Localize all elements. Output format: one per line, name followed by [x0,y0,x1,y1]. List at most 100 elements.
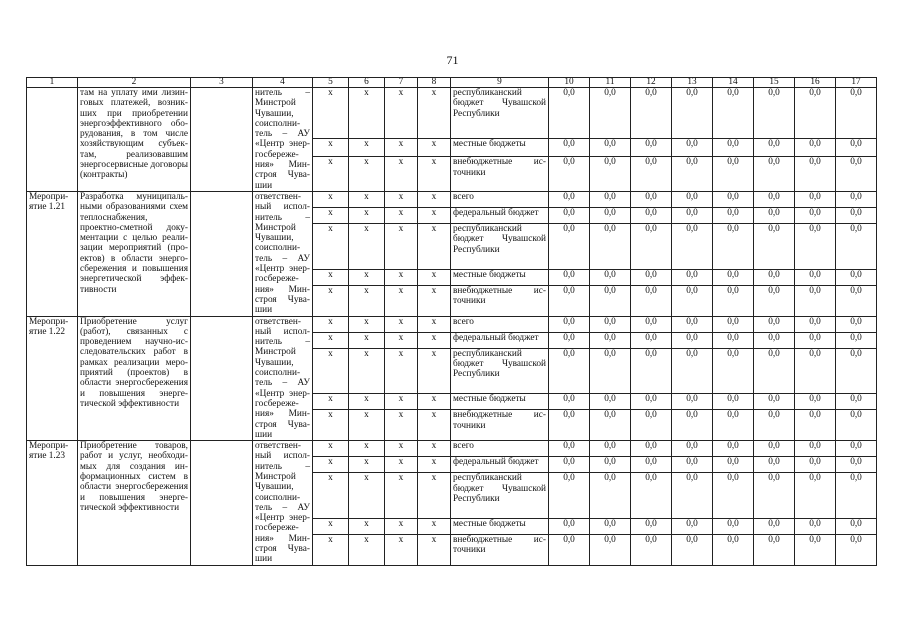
funding-value: 0,0 [630,440,672,458]
funding-value: 0,0 [753,409,795,442]
funding-source: федеральный бюджет [450,456,549,474]
funding-source: местные бюджеты [450,393,549,411]
table-row: x x x x федеральный бюджет 0,0 0,0 0,0 0,0 0,0 0,0… [27,207,877,225]
funding-value: 0,0 [548,268,590,286]
funding-value: 0,0 [589,440,631,458]
funding-value: 0,0 [835,456,877,474]
x-mark: x [348,331,385,349]
funding-value: 0,0 [835,156,877,192]
funding-value: 0,0 [835,86,877,140]
funding-value: 0,0 [835,207,877,225]
x-mark: x [312,533,349,566]
funding-value: 0,0 [671,223,713,270]
funding-source: внебюджетные ис­точники [450,533,549,566]
x-mark: x [348,533,385,566]
funding-value: 0,0 [835,517,877,535]
funding-value: 0,0 [630,347,672,395]
table-row: x x x x местные бюджеты 0,0 0,0 0,0 0,0 0,0 0,0 0,0… [27,138,877,158]
x-mark: x [384,517,418,535]
column-number: 3 [190,77,253,88]
funding-value: 0,0 [589,347,631,395]
funding-value: 0,0 [671,517,713,535]
funding-value: 0,0 [835,190,877,209]
table-row: x x x x внебюджетные ис­точники 0,0 0,0 0,0 0,0 0… [27,533,877,566]
funding-value: 0,0 [630,472,672,519]
funding-value: 0,0 [753,472,795,519]
column-3-cell [190,440,253,566]
funding-value: 0,0 [671,533,713,566]
x-mark: x [417,347,451,395]
x-mark: x [417,156,451,192]
funding-value: 0,0 [712,409,754,442]
funding-value: 0,0 [671,440,713,458]
funding-value: 0,0 [548,284,590,317]
funding-value: 0,0 [548,331,590,349]
funding-value: 0,0 [671,315,713,333]
funding-value: 0,0 [753,284,795,317]
measure-number: Меропри­ятие 1.23 [26,440,78,566]
funding-value: 0,0 [630,456,672,474]
funding-value: 0,0 [630,138,672,158]
column-number: 8 [417,77,451,88]
funding-value: 0,0 [671,284,713,317]
column-number: 13 [671,77,713,88]
funding-value: 0,0 [835,393,877,411]
funding-value: 0,0 [753,207,795,225]
x-mark: x [384,472,418,519]
funding-value: 0,0 [794,456,836,474]
x-mark: x [348,517,385,535]
column-number: 1 [26,77,78,88]
funding-value: 0,0 [794,315,836,333]
funding-value: 0,0 [589,190,631,209]
funding-value: 0,0 [712,472,754,519]
x-mark: x [417,223,451,270]
funding-value: 0,0 [753,223,795,270]
x-mark: x [417,268,451,286]
funding-value: 0,0 [794,440,836,458]
funding-value: 0,0 [630,223,672,270]
x-mark: x [348,190,385,209]
x-mark: x [312,138,349,158]
funding-value: 0,0 [712,207,754,225]
funding-value: 0,0 [753,190,795,209]
x-mark: x [348,409,385,442]
column-3-cell [190,190,253,317]
funding-value: 0,0 [589,86,631,140]
x-mark: x [348,472,385,519]
funding-value: 0,0 [671,456,713,474]
funding-value: 0,0 [712,284,754,317]
funding-value: 0,0 [671,331,713,349]
funding-value: 0,0 [835,331,877,349]
funding-value: 0,0 [712,315,754,333]
column-number: 2 [77,77,191,88]
funding-value: 0,0 [835,533,877,566]
x-mark: x [384,223,418,270]
funding-source: местные бюджеты [450,138,549,158]
x-mark: x [312,223,349,270]
funding-value: 0,0 [671,409,713,442]
funding-value: 0,0 [712,138,754,158]
measure-number: Меропри­ятие 1.22 [26,315,78,442]
table-row: x x x x республиканский бюджет Чувашской Рес… [27,223,877,270]
x-mark: x [312,409,349,442]
measure-description: там на уплату ими лизин­говых платежей, … [77,87,191,192]
x-mark: x [312,393,349,411]
x-mark: x [384,456,418,474]
funding-source: всего [450,315,549,333]
funding-value: 0,0 [589,315,631,333]
funding-value: 0,0 [671,138,713,158]
table-row: x x x x внебюджетные ис­точники 0,0 0,0 0,0 0,0 0… [27,156,877,192]
measure-number: Меропри­ятие 1.21 [26,190,78,317]
x-mark: x [384,156,418,192]
funding-value: 0,0 [630,533,672,566]
funding-value: 0,0 [671,347,713,395]
funding-value: 0,0 [753,138,795,158]
funding-value: 0,0 [794,331,836,349]
funding-value: 0,0 [671,190,713,209]
column-number: 4 [252,77,313,88]
responsible-executor: нитель – Минстрой Чувашии, соисполни­тел… [252,87,313,192]
funding-value: 0,0 [589,331,631,349]
program-table: 1 2 3 4 5 6 7 8 9 10 11 12 13 14 15 16 17 там на уплату … [26,77,877,566]
x-mark: x [384,315,418,333]
funding-value: 0,0 [630,393,672,411]
